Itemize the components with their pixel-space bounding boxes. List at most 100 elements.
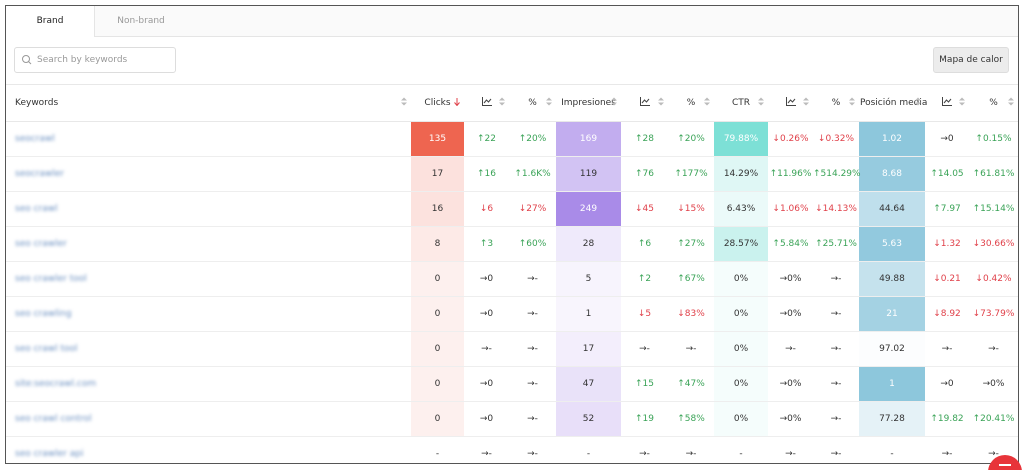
column-header[interactable] [621,84,668,122]
column-header[interactable]: % [813,84,859,122]
metric-cell: ↓73.79% [969,296,1018,332]
table-row[interactable]: seo crawler api - →- →- - →- →- - →- →- - →- →- [6,436,1018,463]
keyword[interactable]: seo crawler tool [6,261,411,297]
metric-cell: →- [509,401,556,437]
metric-cell: →- [464,331,509,367]
table-row[interactable]: seocrawler 17 ↑16 ↑1.6K% 119 ↑76 ↑177% 14.29% ↑1… [6,156,1018,192]
tab-bar: Brand Non-brand [6,6,1018,37]
sort-icon [401,97,407,106]
metric-cell: ↑76 [621,156,668,192]
column-header[interactable]: % [668,84,714,122]
column-header[interactable]: Posición media [859,84,927,122]
table-row[interactable]: seo crawl tool 0 →- →- 17 →- →- 0% →- →- 97.02 →- →- [6,331,1018,367]
metric-cell: 135 [411,121,464,157]
metric-cell: 0% [714,296,768,332]
table-row[interactable]: site:seocrawl.com 0 →0 →- 47 ↑15 ↑47% 0% →0% →- 1 →… [6,366,1018,402]
keyword[interactable]: seo crawl tool [6,331,411,367]
metric-cell: →- [464,436,509,463]
column-header[interactable]: Clicks [411,84,464,122]
column-header[interactable] [925,84,969,122]
heatmap-button[interactable]: Mapa de calor [933,47,1009,73]
metric-cell: 21 [859,296,925,332]
column-header[interactable] [768,84,813,122]
metric-cell: ↑47% [668,366,714,402]
keyword[interactable]: seocrawl [6,121,411,157]
metric-cell: 77.28 [859,401,925,437]
metric-cell: →0% [969,366,1018,402]
metric-cell: →- [925,331,969,367]
table-row[interactable]: seo crawler tool 0 →0 →- 5 ↑2 ↑67% 0% →0% →- 49.88… [6,261,1018,297]
metric-cell: ↑514.29% [813,156,861,192]
metric-cell: ↓0.21 [925,261,969,297]
keyword[interactable]: site:seocrawl.com [6,366,411,402]
metric-cell: ↑177% [668,156,714,192]
metric-cell: →- [509,436,556,463]
trend-icon [639,97,650,106]
keyword[interactable]: seo crawler [6,226,411,262]
metric-cell: ↓27% [509,191,556,227]
metric-cell: ↓6 [464,191,509,227]
metric-cell: →0% [768,401,813,437]
sort-icon [546,97,552,106]
search-box[interactable]: Search by keywords [14,47,176,73]
sort-icon [1008,97,1014,106]
column-header[interactable]: CTR [714,84,768,122]
metric-cell: ↓0.42% [969,261,1018,297]
metric-cell: →- [509,366,556,402]
column-header[interactable]: % [969,84,1018,122]
chat-widget[interactable] [985,450,1024,470]
trend-icon [942,97,952,106]
metric-cell: ↑15.14% [969,191,1018,227]
tab[interactable]: Brand [6,6,95,37]
panel: Brand Non-brand Search by keywords Mapa … [5,5,1019,464]
metric-cell: ↑20.41% [969,401,1018,437]
metric-cell: ↑22 [464,121,509,157]
metric-cell: ↑1.6K% [509,156,556,192]
metric-cell: ↓45 [621,191,668,227]
metric-cell: →- [925,436,969,463]
column-header[interactable]: % [509,84,556,122]
table-row[interactable]: seo crawl 16 ↓6 ↓27% 249 ↓45 ↓15% 6.43% ↓1.06% ↓1… [6,191,1018,227]
keyword[interactable]: seo crawl control [6,401,411,437]
table-row[interactable]: seocrawl 135 ↑22 ↑20% 169 ↑28 ↑20% 79.88% ↓0.26%… [6,121,1018,157]
metric-cell: ↑3 [464,226,509,262]
keyword[interactable]: seo crawler api [6,436,411,463]
keyword-table: Keywords Clicks% Impresiones% CTR% Posición … [6,84,1018,463]
metric-cell: →- [813,261,859,297]
metric-cell: ↑28 [621,121,668,157]
metric-cell: 1.02 [859,121,925,157]
column-header[interactable] [464,84,509,122]
metric-cell: →0 [925,366,969,402]
metric-cell: 17 [556,331,621,367]
search-icon [22,54,32,64]
keyword[interactable]: seo crawl [6,191,411,227]
metric-cell: ↑19 [621,401,668,437]
metric-cell: 5 [556,261,621,297]
column-header[interactable]: Impresiones [556,84,621,122]
header-label: Impresiones [561,98,616,108]
table-row[interactable]: seo crawl control 0 →0 →- 52 ↑19 ↑58% 0% →0% →- 77… [6,401,1018,437]
sort-icon [454,98,460,106]
metric-cell: 0 [411,261,464,297]
metric-cell: 52 [556,401,621,437]
metric-cell: ↑61.81% [969,156,1018,192]
keyword[interactable]: seocrawler [6,156,411,192]
metric-cell: →- [509,261,556,297]
metric-cell: →0 [464,401,509,437]
tab[interactable]: Non-brand [117,16,165,26]
sort-icon [959,97,965,106]
metric-cell: →- [813,401,859,437]
keyword[interactable]: seo crawling [6,296,411,332]
metric-cell: ↑27% [668,226,714,262]
sort-icon [758,97,764,106]
metric-cell: →- [621,331,668,367]
metric-cell: ↑58% [668,401,714,437]
metric-cell: - [411,436,464,463]
metric-cell: ↓5 [621,296,668,332]
table-row[interactable]: seo crawling 0 →0 →- 1 ↓5 ↓83% 0% →0% →- 21 ↓8.92 ↓7… [6,296,1018,332]
metric-cell: 0% [714,261,768,297]
header-label: % [831,98,841,108]
metric-cell: →0% [768,366,813,402]
table-row[interactable]: seo crawler 8 ↑3 ↑60% 28 ↑6 ↑27% 28.57% ↑5.84% ↑2… [6,226,1018,262]
column-header[interactable]: Keywords [6,84,411,122]
